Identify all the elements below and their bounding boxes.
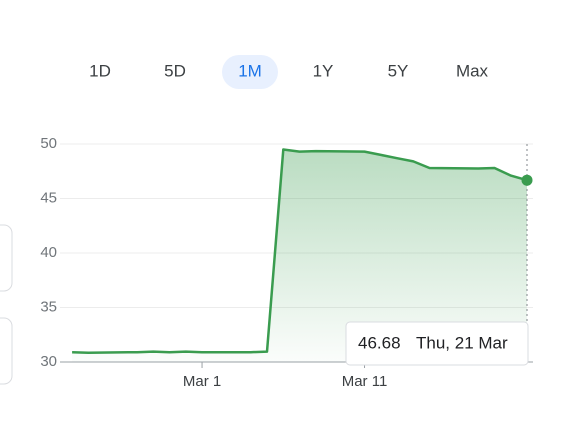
tab-highlight — [222, 55, 278, 89]
y-tick-label: 50 — [40, 135, 57, 152]
range-tab[interactable]: Max — [456, 61, 489, 80]
range-tab[interactable]: 1Y — [313, 61, 334, 80]
hover-point — [521, 174, 533, 186]
x-tick-label: Mar 1 — [183, 373, 221, 390]
y-tick-label: 30 — [40, 353, 57, 370]
x-tick-label: Mar 11 — [342, 373, 388, 390]
y-tick-label: 40 — [40, 244, 57, 261]
price-line — [72, 148, 528, 354]
y-tick-label: 45 — [40, 189, 57, 206]
range-tab[interactable]: 1M — [238, 61, 262, 80]
range-tab[interactable]: 1D — [89, 61, 111, 80]
tooltip-value: 46.68 — [358, 333, 401, 352]
y-tick-label: 35 — [40, 298, 57, 315]
range-tab[interactable]: 5Y — [388, 61, 409, 80]
tooltip-date: Thu, 21 Mar — [416, 333, 508, 352]
tooltip — [345, 321, 529, 366]
side-card — [0, 224, 13, 292]
side-card — [0, 317, 13, 385]
price-area — [72, 149, 527, 362]
range-tab[interactable]: 5D — [164, 61, 186, 80]
